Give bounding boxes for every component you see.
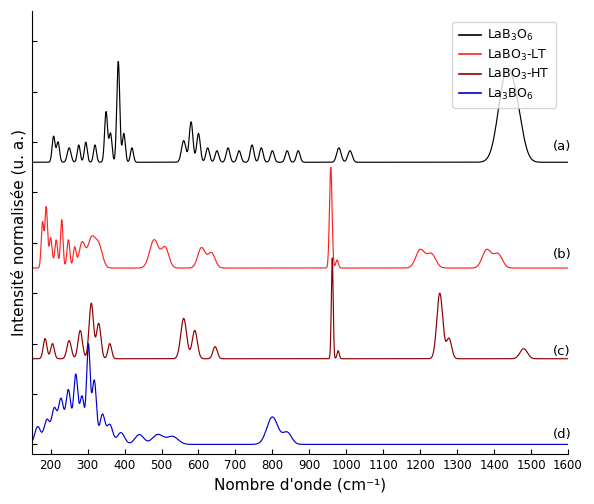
- Text: (b): (b): [553, 248, 572, 262]
- Text: (d): (d): [553, 428, 572, 441]
- Text: (a): (a): [553, 140, 571, 153]
- X-axis label: Nombre d'onde (cm⁻¹): Nombre d'onde (cm⁻¹): [214, 478, 386, 493]
- Legend: LaB$_3$O$_6$, LaBO$_3$-LT, LaBO$_3$-HT, La$_3$BO$_6$: LaB$_3$O$_6$, LaBO$_3$-LT, LaBO$_3$-HT, …: [453, 22, 557, 108]
- Y-axis label: Intensité normalisée (u. a.): Intensité normalisée (u. a.): [11, 130, 27, 336]
- Text: (c): (c): [553, 345, 571, 358]
